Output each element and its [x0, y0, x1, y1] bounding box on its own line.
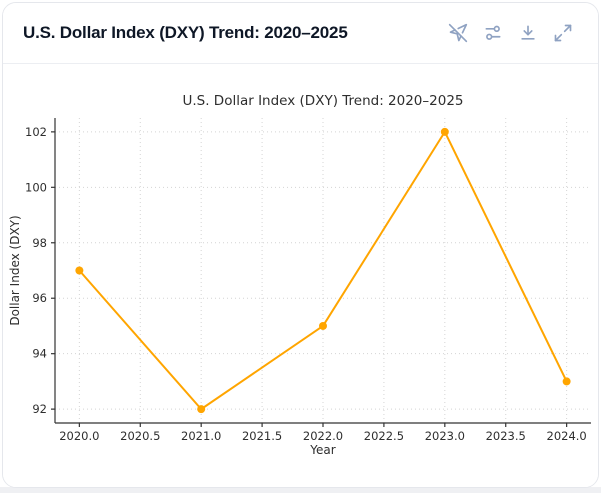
download-icon — [518, 23, 538, 43]
chart-card: U.S. Dollar Index (DXY) Trend: 2020–2025 — [2, 2, 599, 488]
sliders-icon — [483, 23, 503, 43]
card-title: U.S. Dollar Index (DXY) Trend: 2020–2025 — [23, 23, 348, 42]
x-axis-label: Year — [309, 443, 335, 457]
chart-region: 2020.0 2020.5 2021.0 2021.5 2022.0 2022.5 2023… — [3, 64, 598, 487]
x-tick-label: 2023.5 — [486, 429, 526, 443]
y-tick-label: 92 — [32, 402, 47, 416]
pointer-off-button[interactable] — [447, 22, 469, 44]
download-button[interactable] — [517, 22, 539, 44]
y-tick-label: 100 — [25, 180, 47, 194]
chart-toolbar — [447, 22, 574, 44]
y-tick-label: 102 — [25, 125, 47, 139]
x-tick-label: 2020.0 — [59, 429, 99, 443]
chart-title: U.S. Dollar Index (DXY) Trend: 2020–2025 — [182, 93, 463, 109]
x-tick-label: 2023.0 — [425, 429, 465, 443]
x-tick-label: 2022.0 — [303, 429, 343, 443]
data-point-marker — [75, 266, 84, 275]
y-tick-label: 94 — [32, 347, 47, 361]
card-header: U.S. Dollar Index (DXY) Trend: 2020–2025 — [3, 3, 598, 64]
y-tick-label: 96 — [32, 291, 47, 305]
expand-button[interactable] — [552, 22, 574, 44]
data-point-marker — [562, 377, 571, 386]
x-tick-label: 2021.5 — [242, 429, 282, 443]
chart-settings-button[interactable] — [482, 22, 504, 44]
y-axis-label: Dollar Index (DXY) — [8, 215, 22, 325]
pointer-off-icon — [448, 23, 468, 43]
page-background-strip — [0, 487, 601, 493]
data-point-marker — [440, 127, 449, 136]
x-tick-label: 2020.5 — [120, 429, 160, 443]
data-point-marker — [197, 405, 206, 414]
expand-icon — [553, 23, 573, 43]
x-tick-label: 2024.0 — [547, 429, 587, 443]
data-point-marker — [319, 321, 327, 330]
line-chart-canvas: 2020.0 2020.5 2021.0 2021.5 2022.0 2022.5 2023… — [8, 93, 591, 457]
x-tick-label: 2021.0 — [181, 429, 221, 443]
y-tick-label: 98 — [32, 236, 47, 250]
x-tick-label: 2022.5 — [364, 429, 404, 443]
